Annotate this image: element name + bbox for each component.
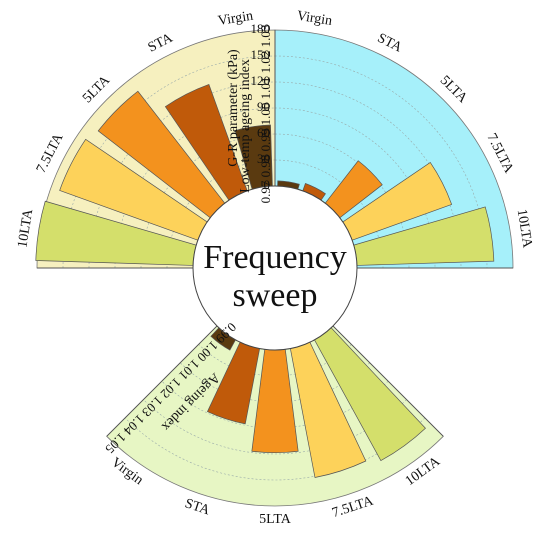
category-label-lowtemp: 10LTA	[15, 207, 36, 249]
category-label-lowtemp: STA	[146, 30, 176, 55]
tick-label-gr: 150	[251, 47, 271, 62]
gridline-gr	[274, 81, 462, 269]
gridline-lowtemp	[62, 55, 276, 269]
category-label-gr: 10LTA	[514, 208, 535, 250]
tick-label-lowtemp: 0.97	[258, 180, 273, 203]
tick-label-gr: 180	[251, 21, 271, 36]
category-label-ageing: 5LTA	[259, 512, 292, 527]
panel-edge-ageing	[106, 325, 218, 437]
tick-label-lowtemp: 1.01	[258, 77, 273, 100]
tick-label-lowtemp: 1.00	[258, 103, 273, 126]
tick-label-gr: 60	[257, 125, 270, 140]
tick-label-gr: 90	[257, 99, 270, 114]
axis-title-gr: G-R parameter (kPa)	[226, 49, 241, 167]
tick-label-gr: 120	[251, 73, 271, 88]
center-label-line2: sweep	[233, 277, 318, 314]
category-label-ageing: STA	[183, 496, 213, 518]
gridline-ageing	[124, 417, 426, 481]
tick-label-lowtemp: 0.99	[258, 129, 273, 152]
tick-label-lowtemp: 1.02	[258, 51, 273, 74]
category-label-lowtemp: Virgin	[217, 9, 254, 29]
bars	[35, 83, 495, 478]
panel-edge-ageing	[332, 325, 444, 437]
axis-title-lowtemp: Low-temp ageing index	[238, 59, 253, 193]
category-label-gr: STA	[375, 31, 405, 56]
center-circle	[192, 185, 358, 351]
tick-label-lowtemp: 0.98	[258, 155, 273, 178]
tick-label-gr: 30	[257, 151, 270, 166]
tick-label-gr: 0	[264, 177, 271, 192]
center-label-line1: Frequency	[203, 239, 347, 276]
center-hole: Frequency sweep	[192, 185, 358, 351]
tick-label-lowtemp: 1.03	[258, 25, 273, 48]
category-label-gr: Virgin	[296, 9, 333, 29]
